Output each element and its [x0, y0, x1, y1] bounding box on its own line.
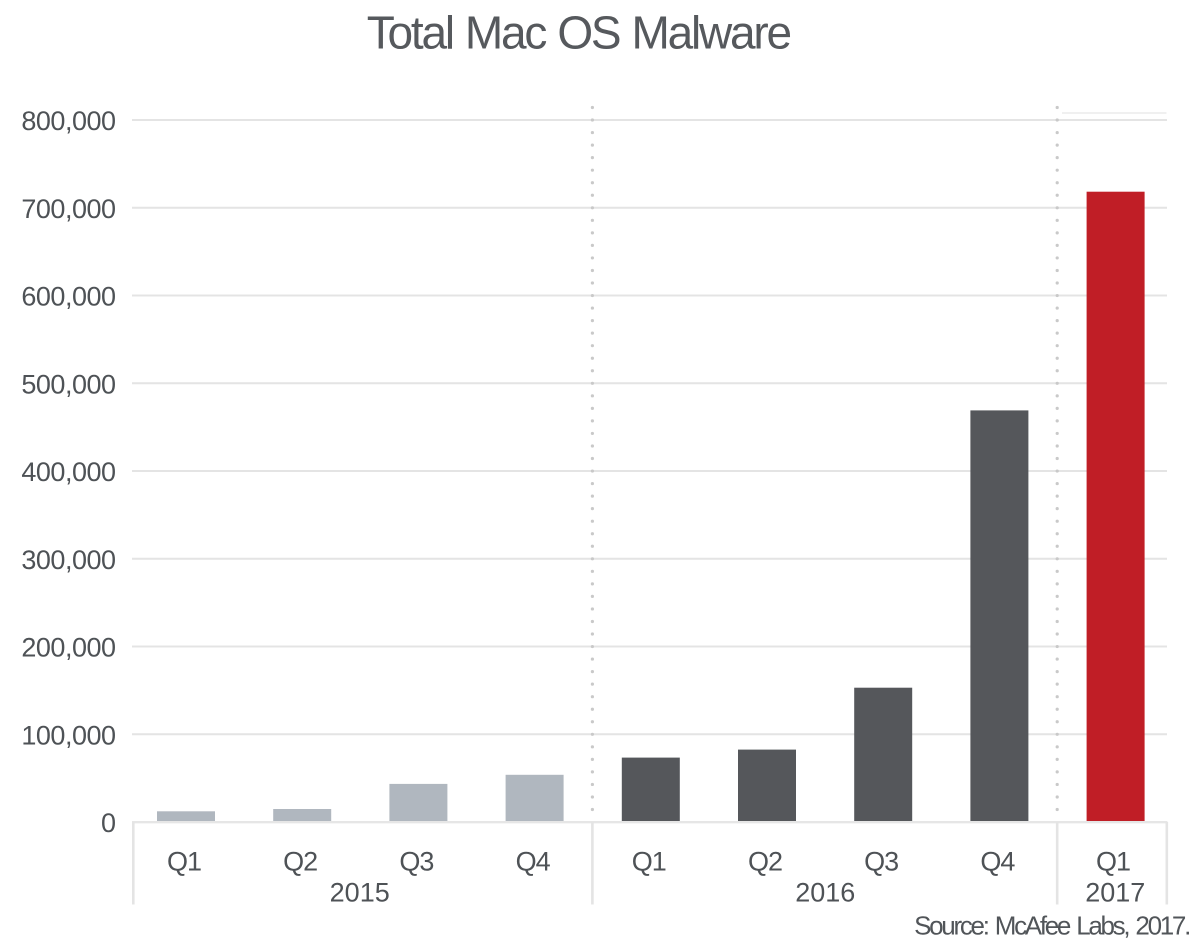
svg-text:Q2: Q2 — [748, 847, 782, 877]
svg-text:Q1: Q1 — [1096, 847, 1130, 877]
svg-text:Q3: Q3 — [864, 847, 898, 877]
svg-text:100,000: 100,000 — [21, 720, 115, 750]
svg-text:Total Mac OS Malware: Total Mac OS Malware — [367, 7, 791, 59]
svg-text:400,000: 400,000 — [21, 457, 115, 487]
svg-text:Q4: Q4 — [516, 847, 551, 877]
svg-text:500,000: 500,000 — [21, 369, 115, 399]
svg-text:Q3: Q3 — [399, 847, 433, 877]
svg-text:300,000: 300,000 — [21, 545, 115, 575]
svg-text:200,000: 200,000 — [21, 633, 115, 663]
svg-text:0: 0 — [101, 808, 116, 838]
svg-text:Q4: Q4 — [980, 847, 1015, 877]
svg-text:Q1: Q1 — [167, 847, 201, 877]
svg-text:Q1: Q1 — [632, 847, 666, 877]
svg-text:2016: 2016 — [795, 877, 855, 907]
svg-text:700,000: 700,000 — [21, 194, 115, 224]
svg-text:Q2: Q2 — [283, 847, 317, 877]
svg-text:2017: 2017 — [1085, 877, 1145, 907]
svg-text:800,000: 800,000 — [21, 106, 115, 136]
svg-text:2015: 2015 — [330, 877, 390, 907]
svg-text:Source: McAfee Labs, 2017.: Source: McAfee Labs, 2017. — [914, 911, 1189, 941]
svg-text:600,000: 600,000 — [21, 282, 115, 312]
